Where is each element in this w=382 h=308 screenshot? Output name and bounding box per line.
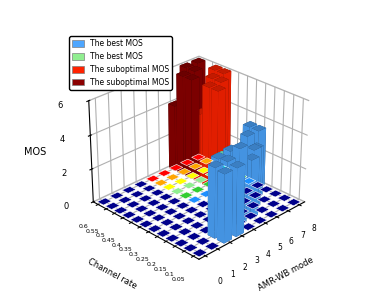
X-axis label: AMR-WB mode: AMR-WB mode (256, 255, 315, 293)
Y-axis label: Channel rate: Channel rate (86, 257, 139, 291)
Legend: The best MOS, The best MOS, The suboptimal MOS, The suboptimal MOS: The best MOS, The best MOS, The suboptim… (69, 36, 172, 90)
